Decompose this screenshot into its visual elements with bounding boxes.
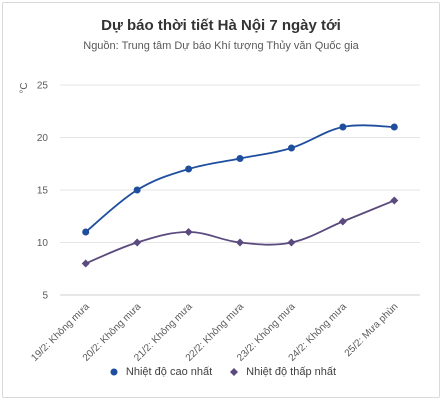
legend-item-high[interactable]: Nhiệt độ cao nhất [106, 366, 212, 378]
legend-marker-diamond-icon [230, 368, 239, 376]
y-tick-label: 5 [42, 291, 48, 302]
y-tick-label: 20 [37, 133, 49, 144]
y-axis-unit: °C [19, 82, 30, 93]
y-axis-ticks: 5 10 15 20 25 [37, 81, 49, 302]
data-point[interactable] [82, 228, 90, 236]
series-line-1 [85, 199, 395, 265]
data-point[interactable] [287, 144, 295, 152]
legend-marker-circle-icon [110, 368, 118, 376]
data-point[interactable] [133, 238, 142, 247]
data-point[interactable] [236, 238, 244, 247]
y-tick-label: 15 [37, 186, 49, 197]
data-point[interactable] [81, 259, 90, 268]
data-point[interactable] [236, 155, 244, 162]
data-point[interactable] [339, 123, 347, 131]
series-layer [81, 123, 399, 268]
legend-item-low[interactable]: Nhiệt độ thấp nhất [226, 366, 336, 378]
data-point[interactable] [390, 196, 399, 205]
y-tick-label: 10 [37, 238, 49, 249]
grid-layer [60, 84, 420, 296]
legend: Nhiệt độ cao nhất Nhiệt độ thấp nhất [0, 366, 442, 378]
series-line-0 [85, 124, 395, 233]
legend-label-high: Nhiệt độ cao nhất [125, 366, 213, 378]
chart-title: Dự báo thời tiết Hà Nội 7 ngày tới [101, 17, 341, 34]
y-tick-label: 25 [37, 81, 49, 92]
data-point[interactable] [287, 238, 296, 247]
data-point[interactable] [338, 217, 347, 226]
data-point[interactable] [133, 186, 141, 194]
chart-subtitle: Nguồn: Trung tâm Dự báo Khí tượng Thủy v… [83, 40, 359, 52]
data-point[interactable] [390, 123, 398, 131]
data-point[interactable] [184, 228, 193, 236]
x-tick-label: 25/2: Mưa phùn [343, 301, 401, 359]
legend-label-low: Nhiệt độ thấp nhất [246, 366, 337, 378]
data-point[interactable] [185, 165, 193, 173]
